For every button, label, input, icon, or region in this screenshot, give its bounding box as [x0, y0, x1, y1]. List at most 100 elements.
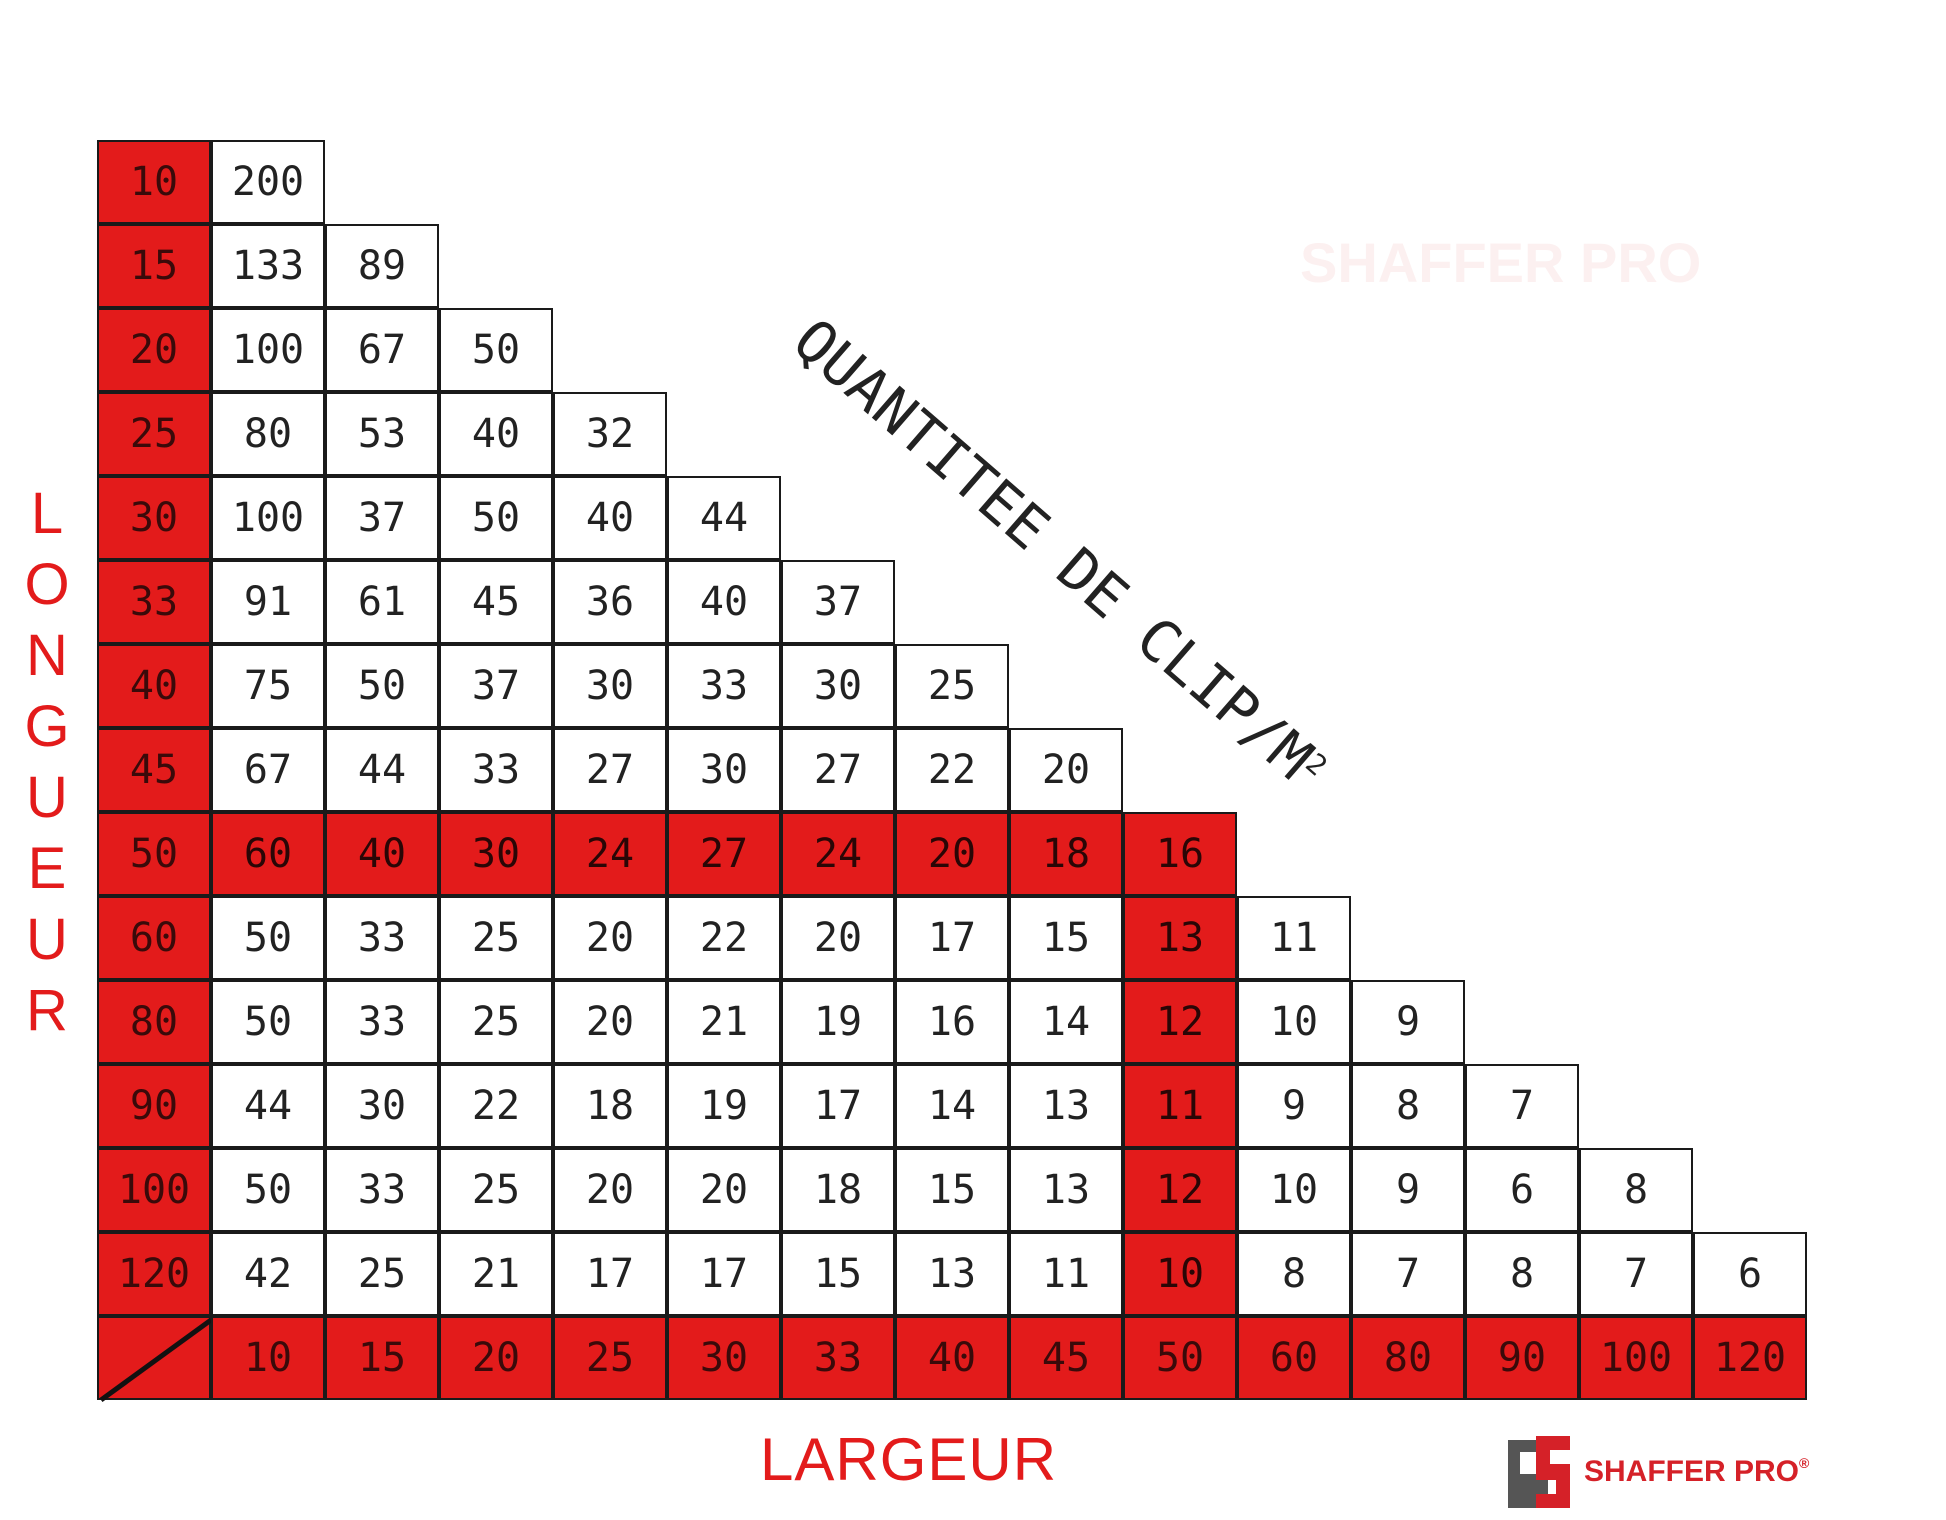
table-cell: 20	[895, 812, 1009, 896]
table-cell: 100	[211, 476, 325, 560]
table-cell: 24	[553, 812, 667, 896]
table-cell: 37	[325, 476, 439, 560]
table-cell: 17	[553, 1232, 667, 1316]
table-cell: 16	[895, 980, 1009, 1064]
table-cell: 25	[439, 980, 553, 1064]
table-cell: 91	[211, 560, 325, 644]
table-cell: 33	[325, 980, 439, 1064]
column-header: 20	[439, 1316, 553, 1400]
table-cell: 13	[1009, 1148, 1123, 1232]
table-cell: 7	[1351, 1232, 1465, 1316]
registered-mark: ®	[1799, 1455, 1810, 1471]
row-header: 25	[97, 392, 211, 476]
table-cell: 22	[439, 1064, 553, 1148]
table-cell: 12	[1123, 980, 1237, 1064]
table-cell: 25	[895, 644, 1009, 728]
table-cell: 17	[667, 1232, 781, 1316]
table-cell: 32	[553, 392, 667, 476]
table-cell: 13	[1009, 1064, 1123, 1148]
table-cell: 50	[211, 1148, 325, 1232]
row-header: 15	[97, 224, 211, 308]
table-cell: 45	[439, 560, 553, 644]
table-cell: 50	[325, 644, 439, 728]
table-cell: 15	[781, 1232, 895, 1316]
column-header: 100	[1579, 1316, 1693, 1400]
table-cell: 7	[1465, 1064, 1579, 1148]
row-header: 40	[97, 644, 211, 728]
column-header: 25	[553, 1316, 667, 1400]
table-cell: 37	[439, 644, 553, 728]
table-cell: 11	[1237, 896, 1351, 980]
row-header: 60	[97, 896, 211, 980]
table-cell: 10	[1123, 1232, 1237, 1316]
table-cell: 50	[439, 476, 553, 560]
table-cell: 30	[667, 728, 781, 812]
column-axis-label: LARGEUR	[760, 1426, 1058, 1493]
table-cell: 89	[325, 224, 439, 308]
table-cell: 6	[1693, 1232, 1807, 1316]
table-cell: 40	[325, 812, 439, 896]
table-cell: 18	[781, 1148, 895, 1232]
table-cell: 30	[325, 1064, 439, 1148]
brand-name: SHAFFER PRO	[1584, 1455, 1800, 1488]
table-cell: 18	[553, 1064, 667, 1148]
shaffer-logo-icon	[1506, 1434, 1576, 1510]
table-cell: 40	[667, 560, 781, 644]
table-cell: 16	[1123, 812, 1237, 896]
table-cell: 21	[667, 980, 781, 1064]
table-cell: 20	[667, 1148, 781, 1232]
table-cell: 100	[211, 308, 325, 392]
table-cell: 13	[895, 1232, 1009, 1316]
table-cell: 11	[1123, 1064, 1237, 1148]
column-header: 30	[667, 1316, 781, 1400]
table-cell: 20	[1009, 728, 1123, 812]
diagonal-divider-icon	[99, 1318, 213, 1402]
table-cell: 33	[667, 644, 781, 728]
table-cell: 22	[667, 896, 781, 980]
column-header: 33	[781, 1316, 895, 1400]
table-cell: 15	[1009, 896, 1123, 980]
table-cell: 14	[1009, 980, 1123, 1064]
table-cell: 27	[667, 812, 781, 896]
table-cell: 20	[553, 1148, 667, 1232]
table-cell: 15	[895, 1148, 1009, 1232]
table-cell: 44	[211, 1064, 325, 1148]
table-cell: 25	[439, 1148, 553, 1232]
table-cell: 20	[553, 896, 667, 980]
table-cell: 13	[1123, 896, 1237, 980]
table-cell: 200	[211, 140, 325, 224]
table-cell: 8	[1351, 1064, 1465, 1148]
table-cell: 11	[1009, 1232, 1123, 1316]
table-cell: 17	[781, 1064, 895, 1148]
column-header: 40	[895, 1316, 1009, 1400]
column-header: 45	[1009, 1316, 1123, 1400]
table-cell: 6	[1465, 1148, 1579, 1232]
column-header: 10	[211, 1316, 325, 1400]
table-cell: 18	[1009, 812, 1123, 896]
table-cell: 9	[1351, 980, 1465, 1064]
table-cell: 75	[211, 644, 325, 728]
table-cell: 17	[895, 896, 1009, 980]
table-cell: 7	[1579, 1232, 1693, 1316]
table-cell: 10	[1237, 1148, 1351, 1232]
table-cell: 25	[325, 1232, 439, 1316]
table-cell: 44	[325, 728, 439, 812]
table-cell: 80	[211, 392, 325, 476]
column-header: 90	[1465, 1316, 1579, 1400]
table-cell: 67	[325, 308, 439, 392]
table-cell: 20	[781, 896, 895, 980]
table-cell: 53	[325, 392, 439, 476]
row-header: 45	[97, 728, 211, 812]
row-header: 100	[97, 1148, 211, 1232]
table-cell: 30	[553, 644, 667, 728]
table-cell: 10	[1237, 980, 1351, 1064]
table-cell: 133	[211, 224, 325, 308]
table-cell: 21	[439, 1232, 553, 1316]
row-header: 50	[97, 812, 211, 896]
table-cell: 27	[781, 728, 895, 812]
row-header: 120	[97, 1232, 211, 1316]
table-cell: 30	[439, 812, 553, 896]
corner-cell	[97, 1316, 213, 1402]
row-header: 80	[97, 980, 211, 1064]
table-cell: 60	[211, 812, 325, 896]
